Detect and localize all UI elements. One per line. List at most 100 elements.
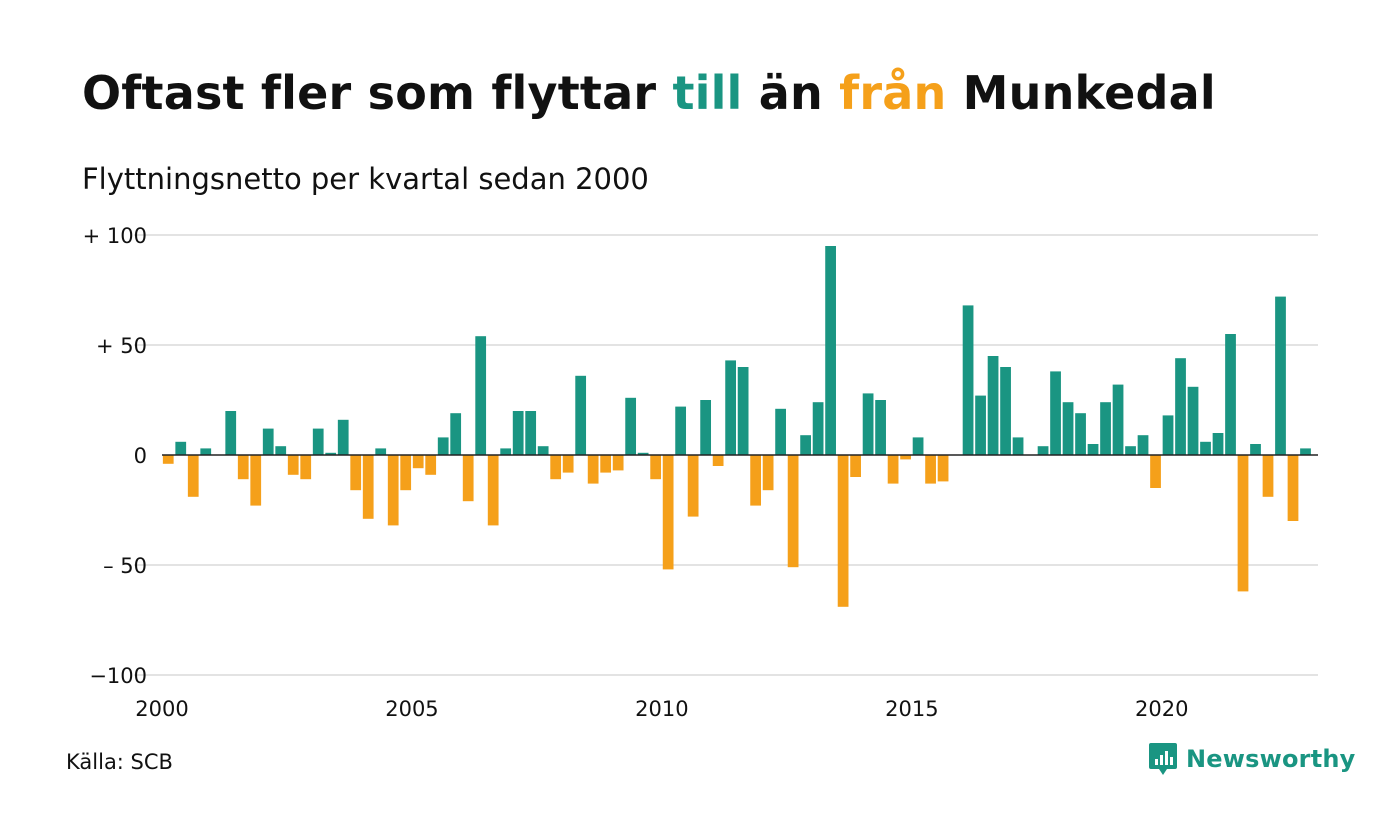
bar xyxy=(937,455,949,482)
bar xyxy=(500,448,512,455)
bar xyxy=(1137,435,1149,455)
title-highlight-fran: från xyxy=(839,66,947,120)
bar xyxy=(450,413,462,455)
bar xyxy=(1075,413,1086,455)
bar xyxy=(400,455,412,491)
bar xyxy=(725,360,736,455)
bar xyxy=(912,437,924,455)
bar xyxy=(962,305,974,455)
bar xyxy=(1225,334,1236,455)
bar xyxy=(1200,441,1211,455)
bar xyxy=(425,455,437,475)
bar xyxy=(587,455,599,484)
bar xyxy=(1087,444,1099,455)
bar xyxy=(825,246,836,455)
bar xyxy=(575,375,587,455)
bar xyxy=(637,452,649,455)
bar xyxy=(812,402,824,455)
bar xyxy=(437,437,449,455)
bar xyxy=(512,411,524,455)
bar xyxy=(1162,415,1174,455)
bar xyxy=(225,411,237,455)
bar xyxy=(537,446,549,455)
bar xyxy=(375,448,387,455)
source-note: Källa: SCB xyxy=(66,750,173,774)
bar xyxy=(837,455,849,607)
grid-lines xyxy=(134,234,1318,676)
bar xyxy=(1112,384,1124,455)
bar xyxy=(1300,448,1311,455)
y-tick-label: + 50 xyxy=(96,334,147,358)
bar xyxy=(600,455,612,473)
bar xyxy=(1237,455,1249,592)
bar xyxy=(762,455,774,491)
bar xyxy=(1187,386,1199,455)
bar xyxy=(750,455,761,506)
bar xyxy=(1175,358,1186,455)
bar xyxy=(1050,371,1061,455)
bar xyxy=(1150,455,1161,488)
bar xyxy=(687,455,699,517)
bars xyxy=(162,246,1311,607)
newsworthy-logo-icon xyxy=(1149,743,1177,775)
bar xyxy=(612,455,624,471)
bar xyxy=(850,455,861,477)
bar xyxy=(162,455,174,464)
bar xyxy=(300,455,312,480)
bar xyxy=(287,455,299,475)
bar xyxy=(625,397,637,455)
bar xyxy=(462,455,474,502)
bar xyxy=(900,455,911,460)
bar xyxy=(262,428,274,455)
bar xyxy=(1212,433,1224,455)
bar xyxy=(675,406,687,455)
bar xyxy=(275,446,287,455)
bar xyxy=(800,435,811,455)
bar xyxy=(362,455,374,519)
bar xyxy=(975,395,986,455)
x-tick-label: 2015 xyxy=(885,697,938,721)
bar xyxy=(337,419,349,455)
bar xyxy=(1037,446,1049,455)
bar xyxy=(387,455,399,526)
bar xyxy=(1262,455,1274,497)
bar xyxy=(1250,444,1261,455)
bar xyxy=(875,400,886,455)
bar xyxy=(1000,367,1011,455)
bar xyxy=(562,455,574,473)
bar xyxy=(350,455,362,491)
bar xyxy=(987,356,999,455)
x-tick-label: 2020 xyxy=(1135,697,1188,721)
bar xyxy=(1275,296,1286,455)
y-tick-label: + 100 xyxy=(83,224,147,248)
bar xyxy=(1287,455,1299,521)
bar xyxy=(487,455,499,526)
y-tick-label: −100 xyxy=(89,664,147,688)
bar xyxy=(650,455,662,480)
x-tick-label: 2005 xyxy=(385,697,438,721)
bar xyxy=(325,452,337,455)
bar xyxy=(662,455,674,570)
bar xyxy=(887,455,899,484)
title-part-2: än xyxy=(742,66,840,120)
bar xyxy=(1125,446,1136,455)
x-axis-labels: 2000 2005 2010 2015 2020 xyxy=(135,697,1188,721)
title-highlight-till: till xyxy=(672,66,743,120)
bar xyxy=(700,400,712,455)
bar xyxy=(475,336,487,455)
bar xyxy=(312,428,324,455)
y-tick-label: – 50 xyxy=(103,554,147,578)
brand-logo: Newsworthy xyxy=(1148,742,1356,776)
title-part-3: Munkedal xyxy=(946,66,1216,120)
bar xyxy=(237,455,249,480)
bar xyxy=(1100,402,1111,455)
bar xyxy=(175,441,187,455)
bar xyxy=(862,393,874,455)
bar xyxy=(925,455,936,484)
bar xyxy=(775,408,786,455)
bar xyxy=(525,411,537,455)
bar xyxy=(1012,437,1024,455)
bar xyxy=(200,448,212,455)
chart-subtitle: Flyttningsnetto per kvartal sedan 2000 xyxy=(82,162,649,196)
chart-title: Oftast fler som flyttar till än från Mun… xyxy=(82,68,1216,119)
